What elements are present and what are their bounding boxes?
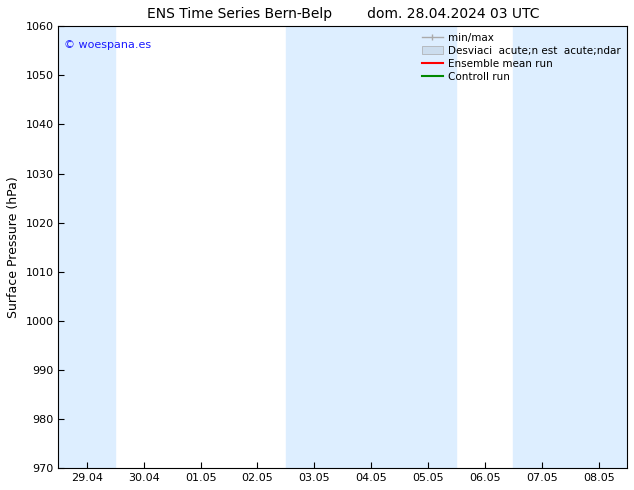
Legend: min/max, Desviaci  acute;n est  acute;ndar, Ensemble mean run, Controll run: min/max, Desviaci acute;n est acute;ndar… xyxy=(418,28,625,86)
Y-axis label: Surface Pressure (hPa): Surface Pressure (hPa) xyxy=(7,176,20,318)
Bar xyxy=(58,26,115,468)
Text: © woespana.es: © woespana.es xyxy=(64,40,152,49)
Bar xyxy=(286,26,456,468)
Bar xyxy=(514,26,627,468)
Title: ENS Time Series Bern-Belp        dom. 28.04.2024 03 UTC: ENS Time Series Bern-Belp dom. 28.04.202… xyxy=(146,7,539,21)
